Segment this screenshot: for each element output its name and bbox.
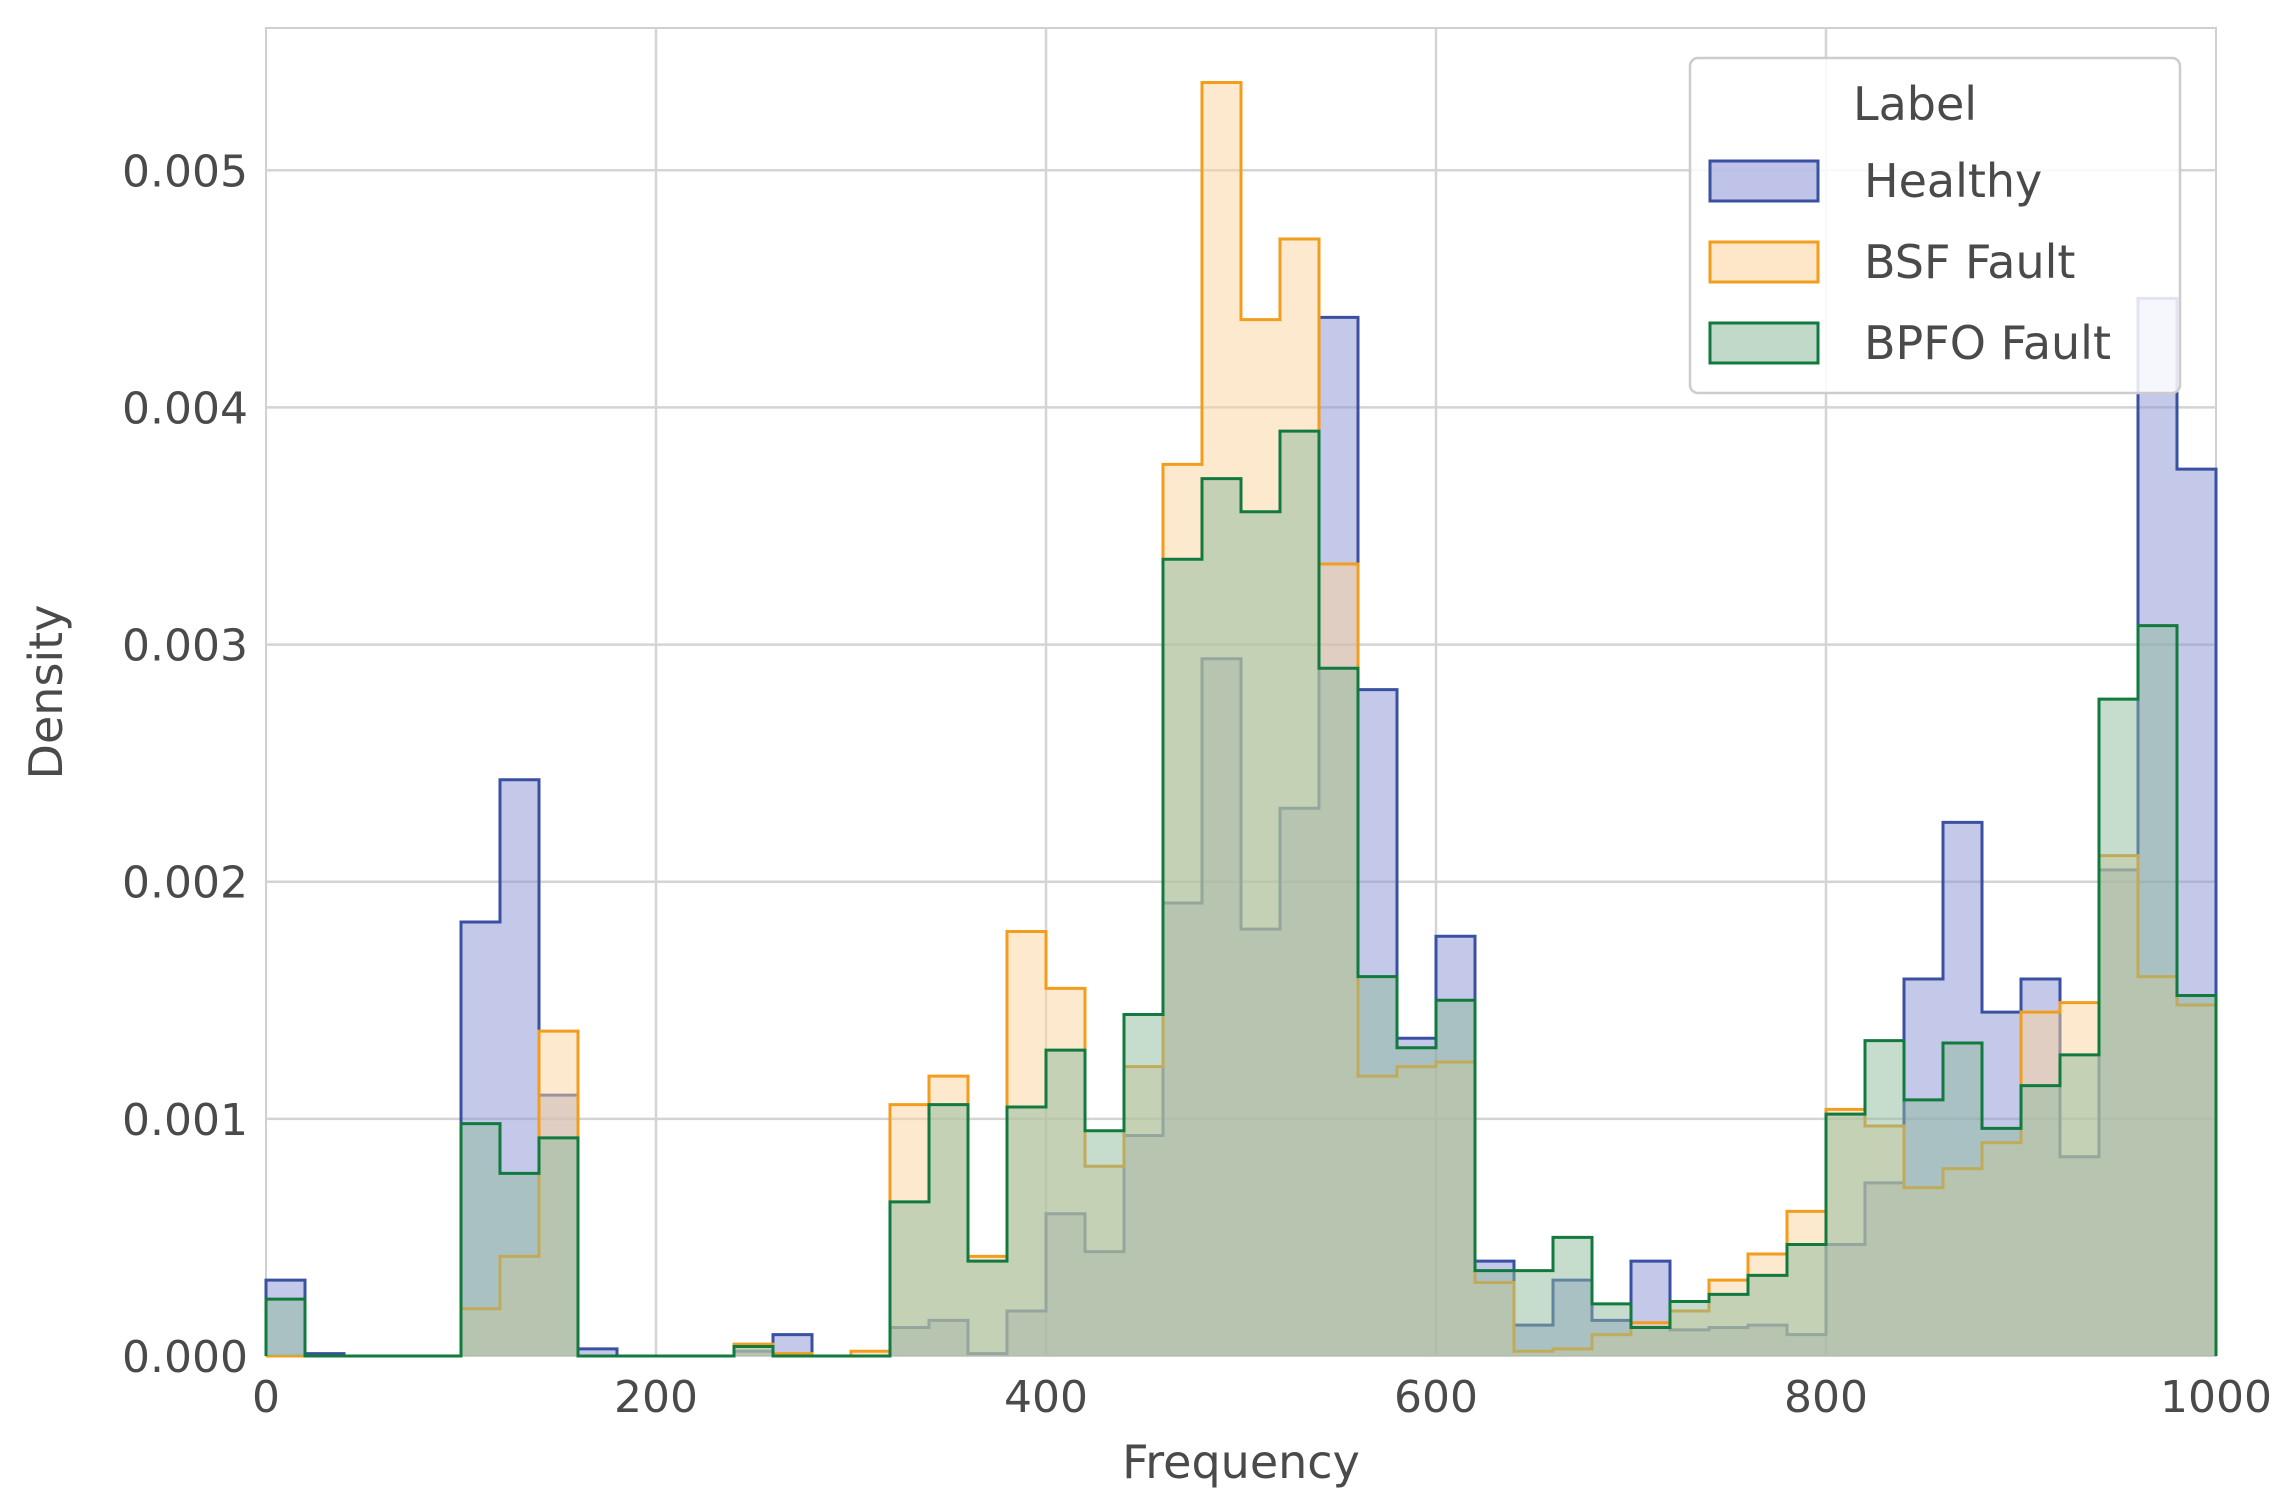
legend-swatch xyxy=(1708,159,1820,203)
histogram-bin xyxy=(1163,559,1202,1356)
x-tick-label: 0 xyxy=(252,1372,280,1423)
legend-box xyxy=(1688,56,2182,395)
series-bpfo-fault xyxy=(264,429,2218,1358)
x-axis-ticks: 0 200 400 600 800 1000 xyxy=(252,1372,2272,1423)
legend-entries: Healthy BSF Fault BPFO Fault xyxy=(1708,154,2111,370)
legend-swatch xyxy=(1708,321,1820,365)
histogram-bin xyxy=(500,1173,539,1356)
histogram-bin xyxy=(1280,431,1319,1356)
histogram-bin xyxy=(1319,668,1358,1356)
legend-entry-healthy: Healthy xyxy=(1708,154,2042,208)
x-tick-label: 800 xyxy=(1784,1372,1868,1423)
histogram-bin xyxy=(734,1347,773,1356)
y-tick-label: 0.003 xyxy=(122,621,248,672)
histogram-bin xyxy=(2177,996,2216,1356)
histogram-bin xyxy=(1787,1245,1826,1356)
y-axis-ticks: 0.000 0.001 0.002 0.003 0.004 0.005 xyxy=(122,146,248,1383)
histogram-bin xyxy=(1670,1301,1709,1356)
legend-label: BPFO Fault xyxy=(1864,316,2111,370)
legend-entry-bpfo-fault: BPFO Fault xyxy=(1708,316,2111,370)
histogram-bin xyxy=(1592,1304,1631,1356)
histogram-bin xyxy=(2060,1055,2099,1356)
x-tick-label: 200 xyxy=(614,1372,698,1423)
histogram-bin xyxy=(1241,512,1280,1356)
x-tick-label: 1000 xyxy=(2160,1372,2272,1423)
legend-swatch xyxy=(1708,240,1820,284)
x-axis-label: Frequency xyxy=(1122,1435,1360,1489)
legend-title: Label xyxy=(1853,77,1977,131)
histogram-bin xyxy=(1124,1015,1163,1356)
x-tick-label: 600 xyxy=(1394,1372,1478,1423)
legend: Label Healthy BSF Fault BPFO Fault xyxy=(1688,56,2182,395)
histogram-bin xyxy=(1982,1128,2021,1356)
y-tick-label: 0.004 xyxy=(122,383,248,434)
histogram-bin xyxy=(1202,479,1241,1356)
y-tick-label: 0.001 xyxy=(122,1095,248,1146)
histogram-bin xyxy=(1631,1328,1670,1356)
histogram-bin xyxy=(929,1105,968,1356)
histogram-bin xyxy=(1475,1271,1514,1356)
histogram-bin xyxy=(890,1202,929,1356)
series-outline-bpfo-fault xyxy=(264,429,2218,1358)
series-fill-bpfo-fault xyxy=(266,431,2216,1357)
histogram-bin xyxy=(968,1261,1007,1356)
legend-label: BSF Fault xyxy=(1864,235,2075,289)
histogram-bin xyxy=(1748,1275,1787,1356)
histogram-bin xyxy=(266,1299,305,1356)
histogram-bin xyxy=(1865,1041,1904,1356)
x-tick-label: 400 xyxy=(1004,1372,1088,1423)
histogram-bin xyxy=(2138,626,2177,1356)
histogram-bin xyxy=(1358,977,1397,1356)
histogram-bin xyxy=(1826,1114,1865,1356)
y-tick-label: 0.000 xyxy=(122,1332,248,1383)
histogram-bin xyxy=(2021,1086,2060,1356)
histogram-bin xyxy=(1007,1107,1046,1356)
histogram-bin xyxy=(461,1124,500,1356)
legend-entry-bsf-fault: BSF Fault xyxy=(1708,235,2075,289)
histogram-bin xyxy=(1943,1043,1982,1356)
histogram-bin xyxy=(1436,1000,1475,1356)
histogram-bin xyxy=(1904,1100,1943,1356)
histogram-bin xyxy=(1709,1294,1748,1356)
histogram-series xyxy=(264,81,2218,1358)
y-tick-label: 0.002 xyxy=(122,858,248,909)
histogram-bin xyxy=(539,1138,578,1356)
y-axis-label: Density xyxy=(19,605,73,780)
histogram-bin xyxy=(1514,1271,1553,1356)
y-tick-label: 0.005 xyxy=(122,146,248,197)
histogram-bin xyxy=(2099,699,2138,1356)
histogram-bin xyxy=(1085,1131,1124,1356)
histogram-bin xyxy=(1553,1237,1592,1356)
histogram-bin xyxy=(1046,1050,1085,1356)
histogram-bin xyxy=(1397,1048,1436,1356)
legend-label: Healthy xyxy=(1864,154,2042,208)
